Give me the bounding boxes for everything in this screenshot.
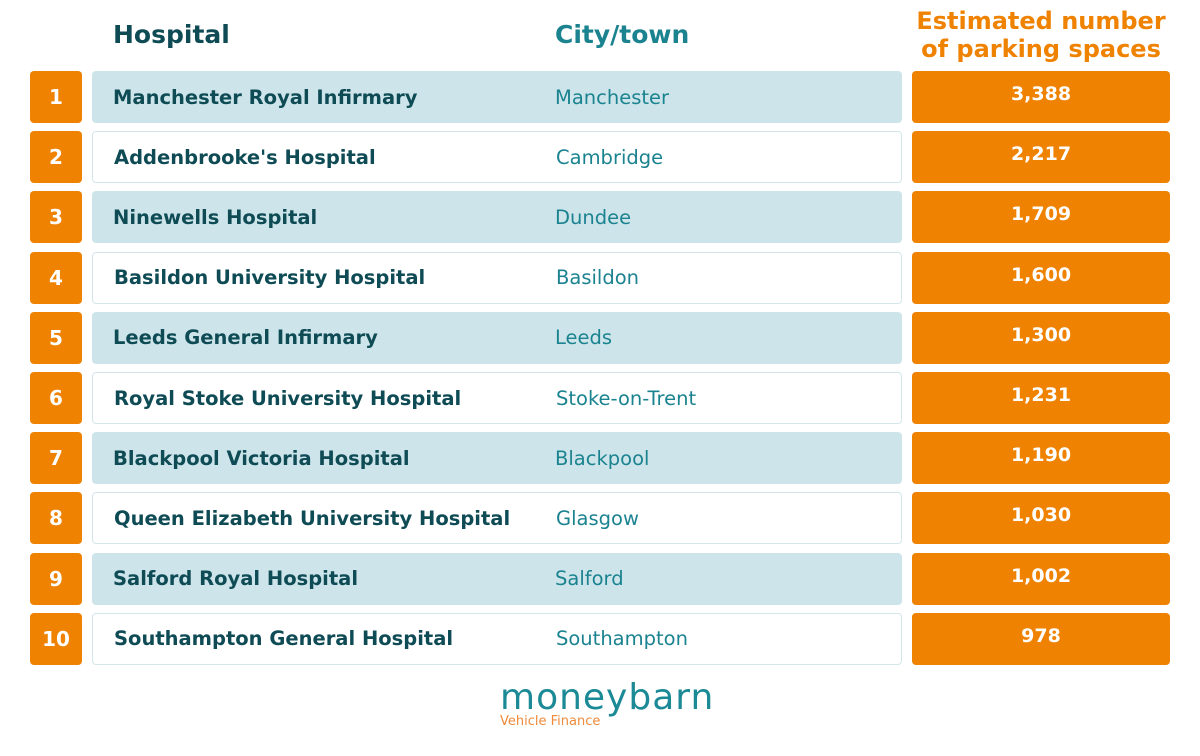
logo-tagline: Vehicle Finance	[500, 714, 601, 729]
logo-wordmark: moneybarn	[500, 677, 715, 718]
parking-spaces-column-header: Estimated number of parking spaces	[916, 7, 1166, 63]
hospital-name: Ninewells Hospital	[113, 205, 318, 229]
moneybarn-logo: moneybarn Vehicle Finance	[500, 677, 715, 730]
table-row: Basildon University Hospital Basildon	[92, 251, 902, 304]
city-name: Stoke-on-Trent	[556, 386, 697, 410]
rank-badge: 3	[30, 191, 82, 244]
rank-badge: 5	[30, 311, 82, 364]
parking-spaces-value: 1,709	[912, 191, 1170, 244]
city-name: Glasgow	[556, 506, 639, 530]
hospital-name: Manchester Royal Infirmary	[113, 85, 418, 109]
rank-badge: 9	[30, 552, 82, 605]
hospital-name: Southampton General Hospital	[114, 627, 454, 651]
parking-spaces-value: 1,231	[912, 372, 1170, 424]
city-name: Manchester	[555, 85, 670, 109]
rank-badge: 7	[30, 432, 82, 485]
parking-spaces-value: 1,300	[912, 311, 1170, 364]
hospital-name: Queen Elizabeth University Hospital	[114, 506, 511, 530]
table-row: Queen Elizabeth University Hospital Glasg…	[92, 492, 902, 545]
table-row: Southampton General Hospital Southampton	[92, 612, 902, 665]
parking-spaces-value: 1,600	[912, 251, 1170, 304]
parking-spaces-value: 1,002	[912, 552, 1170, 605]
rank-badge: 6	[30, 372, 82, 424]
table-row: Blackpool Victoria Hospital Blackpool	[92, 432, 902, 485]
city-column-header: City/town	[555, 20, 690, 49]
hospital-name: Blackpool Victoria Hospital	[113, 446, 410, 470]
table-row: Royal Stoke University Hospital Stoke-on-…	[92, 372, 902, 424]
hospital-name: Royal Stoke University Hospital	[114, 386, 462, 410]
hospital-name: Addenbrooke's Hospital	[114, 145, 376, 169]
parking-spaces-value: 1,030	[912, 492, 1170, 545]
city-name: Salford	[555, 567, 624, 591]
city-name: Basildon	[556, 266, 639, 290]
table-row: Ninewells Hospital Dundee	[92, 191, 902, 244]
rank-badge: 10	[30, 612, 82, 665]
city-name: Southampton	[556, 627, 688, 651]
rank-badge: 8	[30, 492, 82, 545]
city-name: Leeds	[555, 326, 613, 350]
hospital-name: Salford Royal Hospital	[113, 567, 359, 591]
city-name: Cambridge	[556, 145, 664, 169]
parking-spaces-value: 3,388	[912, 71, 1170, 123]
table-row: Leeds General Infirmary Leeds	[92, 311, 902, 364]
hospital-name: Basildon University Hospital	[114, 266, 426, 290]
table-row: Manchester Royal Infirmary Manchester	[92, 71, 902, 123]
rank-badge: 1	[30, 71, 82, 123]
parking-spaces-value: 1,190	[912, 432, 1170, 485]
rank-badge: 2	[30, 131, 82, 184]
city-name: Dundee	[555, 205, 632, 229]
hospital-name: Leeds General Infirmary	[113, 326, 378, 350]
rank-badge: 4	[30, 251, 82, 304]
parking-spaces-value: 978	[912, 612, 1170, 665]
city-name: Blackpool	[555, 446, 650, 470]
table-row: Addenbrooke's Hospital Cambridge	[92, 131, 902, 184]
parking-spaces-value: 2,217	[912, 131, 1170, 184]
table-row: Salford Royal Hospital Salford	[92, 552, 902, 605]
hospital-column-header: Hospital	[113, 20, 230, 49]
